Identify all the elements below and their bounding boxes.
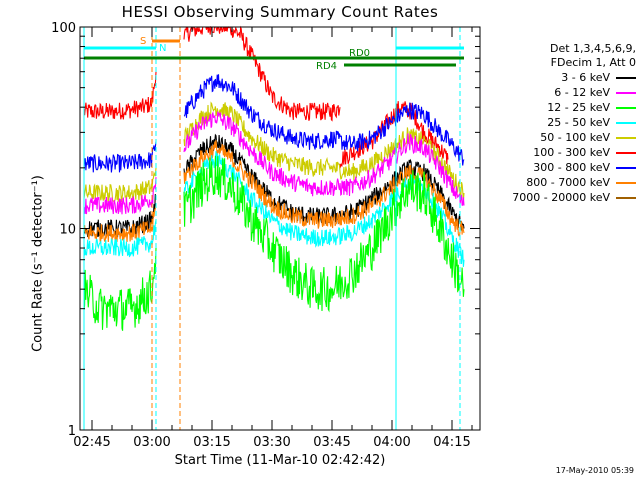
legend-swatch [616, 151, 636, 154]
y-tick-label-1: 1 [68, 424, 76, 439]
series-line-3-6keV-10 [183, 133, 465, 231]
legend-entry: 300 - 800 keV [486, 160, 636, 175]
annotation-label-RD4: RD4 [316, 61, 337, 72]
series-line-6-12keV-7 [83, 177, 157, 215]
series-line-6-12keV-8 [183, 110, 465, 206]
legend-entry-label: 6 - 12 keV [554, 86, 610, 99]
y-tick-label-100: 100 [51, 21, 76, 36]
date-stamp: 17-May-2010 05:39 [555, 466, 634, 475]
legend-entry-label: 7000 - 20000 keV [512, 191, 610, 204]
x-tick-label-03:30: 03:30 [253, 435, 290, 450]
chart-title: HESSI Observing Summary Count Rates [121, 3, 439, 21]
legend-swatch [616, 181, 636, 184]
series-line-12-25keV-15 [83, 247, 157, 331]
legend-entry: 100 - 300 keV [486, 145, 636, 160]
legend-entry: 6 - 12 keV [486, 85, 636, 100]
x-tick-label-03:15: 03:15 [193, 435, 230, 450]
legend-entries: 3 - 6 keV 6 - 12 keV 12 - 25 keV 25 - 50 ke… [486, 70, 636, 205]
legend-swatch [616, 166, 636, 169]
series-line-100-300keV-1 [183, 25, 341, 122]
legend-entry: 3 - 6 keV [486, 70, 636, 85]
legend-entry: 25 - 50 keV [486, 115, 636, 130]
legend-header-line-1: Det 1,3,4,5,6,9, [549, 42, 636, 55]
annotation-label-S: S [140, 36, 146, 47]
legend-entry: 800 - 7000 keV [486, 175, 636, 190]
series-line-100-300keV-2 [339, 101, 449, 169]
legend-swatch [616, 121, 636, 124]
series-line-300-800keV-4 [183, 74, 465, 166]
legend-entry-label: 12 - 25 keV [547, 101, 610, 114]
legend: Det 1,3,4,5,6,9, FDecim 1, Att 0 3 - 6 k… [486, 42, 636, 205]
legend-entry: 12 - 25 keV [486, 100, 636, 115]
legend-entry: 50 - 100 keV [486, 130, 636, 145]
x-tick-label-04:15: 04:15 [433, 435, 470, 450]
series-line-12-25keV-16 [183, 155, 465, 313]
x-tick-label-04:00: 04:00 [373, 435, 410, 450]
legend-entry-label: 50 - 100 keV [540, 131, 610, 144]
annotation-label-RD0: RD0 [349, 48, 370, 59]
legend-swatch [616, 76, 636, 79]
legend-entry-label: 3 - 6 keV [561, 71, 610, 84]
legend-entry-label: 100 - 300 keV [533, 146, 610, 159]
legend-swatch [616, 196, 636, 199]
series-line-100-300keV-0 [83, 71, 157, 120]
annotation-label-N: N [159, 43, 166, 54]
x-tick-label-03:00: 03:00 [133, 435, 170, 450]
y-tick-label-10: 10 [59, 223, 76, 238]
legend-swatch [616, 136, 636, 139]
legend-swatch [616, 91, 636, 94]
x-axis-label: Start Time (11-Mar-10 02:42:42) [174, 453, 386, 468]
y-axis-label: Count Rate (s⁻¹ detector⁻¹) [30, 175, 46, 352]
legend-entry-label: 300 - 800 keV [533, 161, 610, 174]
x-tick-label-02:45: 02:45 [73, 435, 110, 450]
legend-swatch [616, 106, 636, 109]
legend-entry-label: 800 - 7000 keV [526, 176, 610, 189]
series-line-50-100keV-5 [83, 167, 157, 202]
legend-header-line-2: FDecim 1, Att 0 [550, 56, 636, 69]
x-tick-label-03:45: 03:45 [313, 435, 350, 450]
series-line-300-800keV-3 [83, 141, 157, 173]
legend-entry: 7000 - 20000 keV [486, 190, 636, 205]
series-line-800-7000keV-11 [83, 205, 157, 244]
series-line-25-50keV-13 [83, 220, 157, 258]
legend-entry-label: 25 - 50 keV [547, 116, 610, 129]
